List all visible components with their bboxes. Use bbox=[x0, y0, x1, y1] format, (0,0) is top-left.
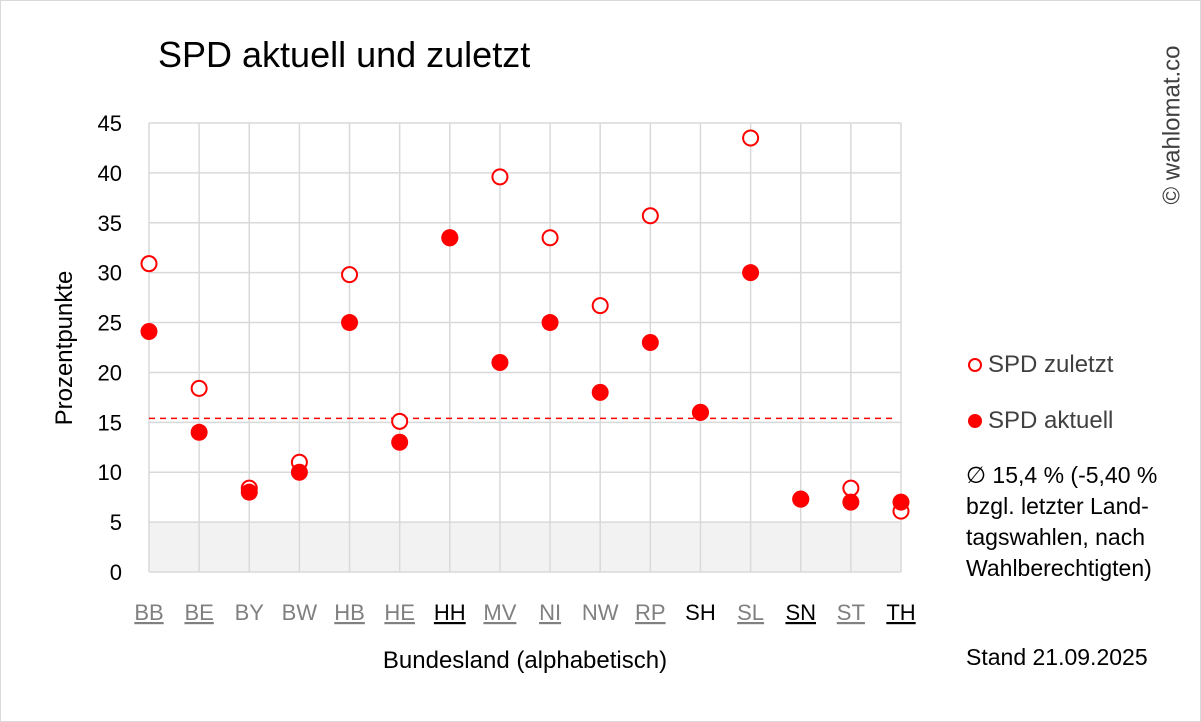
legend-item-zuletzt: SPD zuletzt bbox=[968, 350, 1113, 380]
x-tick-label: SL bbox=[737, 600, 764, 625]
x-tick-label: BB bbox=[134, 600, 163, 625]
x-tick-label: SH bbox=[685, 600, 716, 625]
point-aktuell bbox=[591, 383, 609, 401]
point-aktuell bbox=[742, 264, 760, 282]
y-tick-label: 45 bbox=[98, 111, 122, 136]
x-tick-label: NW bbox=[582, 600, 619, 625]
x-axis-label: Bundesland (alphabetisch) bbox=[383, 647, 667, 674]
point-aktuell bbox=[641, 334, 659, 352]
y-tick-label: 40 bbox=[98, 161, 122, 186]
point-zuletzt bbox=[591, 297, 609, 315]
x-tick-label: RP bbox=[635, 600, 666, 625]
point-aktuell bbox=[691, 403, 709, 421]
x-tick-label: ST bbox=[837, 600, 865, 625]
point-aktuell bbox=[290, 463, 308, 481]
y-axis-label: Prozentpunkte bbox=[51, 271, 78, 426]
y-tick-label: 5 bbox=[110, 510, 122, 535]
point-zuletzt bbox=[341, 266, 359, 284]
point-aktuell bbox=[341, 314, 359, 332]
point-aktuell bbox=[892, 493, 910, 511]
point-aktuell bbox=[792, 490, 810, 508]
point-zuletzt bbox=[641, 207, 659, 225]
x-tick-label: MV bbox=[483, 600, 516, 625]
legend-item-aktuell: SPD aktuell bbox=[968, 406, 1113, 436]
shaded-band bbox=[149, 522, 901, 572]
point-aktuell bbox=[491, 353, 509, 371]
x-tick-label: TH bbox=[886, 600, 915, 625]
x-tick-label: BY bbox=[235, 600, 265, 625]
x-tick-label: SN bbox=[785, 600, 816, 625]
point-aktuell bbox=[240, 483, 258, 501]
y-tick-label: 20 bbox=[98, 360, 122, 385]
x-tick-label: HH bbox=[434, 600, 466, 625]
average-note: ∅ 15,4 % (-5,40 % bzgl. letzter Land-tag… bbox=[966, 462, 1158, 581]
point-zuletzt bbox=[842, 479, 860, 497]
point-aktuell bbox=[140, 323, 158, 341]
filled-circle-icon bbox=[968, 414, 982, 428]
legend-label-aktuell: SPD aktuell bbox=[988, 407, 1114, 434]
y-tick-label: 15 bbox=[98, 410, 122, 435]
point-aktuell bbox=[391, 433, 409, 451]
x-tick-label: BW bbox=[282, 600, 318, 625]
x-tick-label: NI bbox=[539, 600, 561, 625]
point-zuletzt bbox=[391, 412, 409, 430]
point-zuletzt bbox=[742, 129, 760, 147]
x-tick-label: HE bbox=[384, 600, 415, 625]
x-tick-label: HB bbox=[334, 600, 365, 625]
y-tick-label: 25 bbox=[98, 311, 122, 336]
y-tick-label: 30 bbox=[98, 261, 122, 286]
point-aktuell bbox=[541, 314, 559, 332]
point-zuletzt bbox=[140, 255, 158, 273]
x-tick-label: BE bbox=[184, 600, 213, 625]
point-zuletzt bbox=[541, 229, 559, 247]
y-tick-label: 0 bbox=[110, 560, 122, 585]
point-zuletzt bbox=[491, 168, 509, 186]
legend-label-zuletzt: SPD zuletzt bbox=[988, 351, 1114, 378]
chart-title: SPD aktuell und zuletzt bbox=[158, 34, 531, 75]
point-aktuell bbox=[441, 229, 459, 247]
date-stamp: Stand 21.09.2025 bbox=[966, 644, 1148, 670]
point-zuletzt bbox=[190, 379, 208, 397]
y-tick-label: 35 bbox=[98, 211, 122, 236]
point-aktuell bbox=[842, 493, 860, 511]
point-aktuell bbox=[190, 423, 208, 441]
open-circle-icon bbox=[968, 358, 982, 372]
y-tick-label: 10 bbox=[98, 460, 122, 485]
